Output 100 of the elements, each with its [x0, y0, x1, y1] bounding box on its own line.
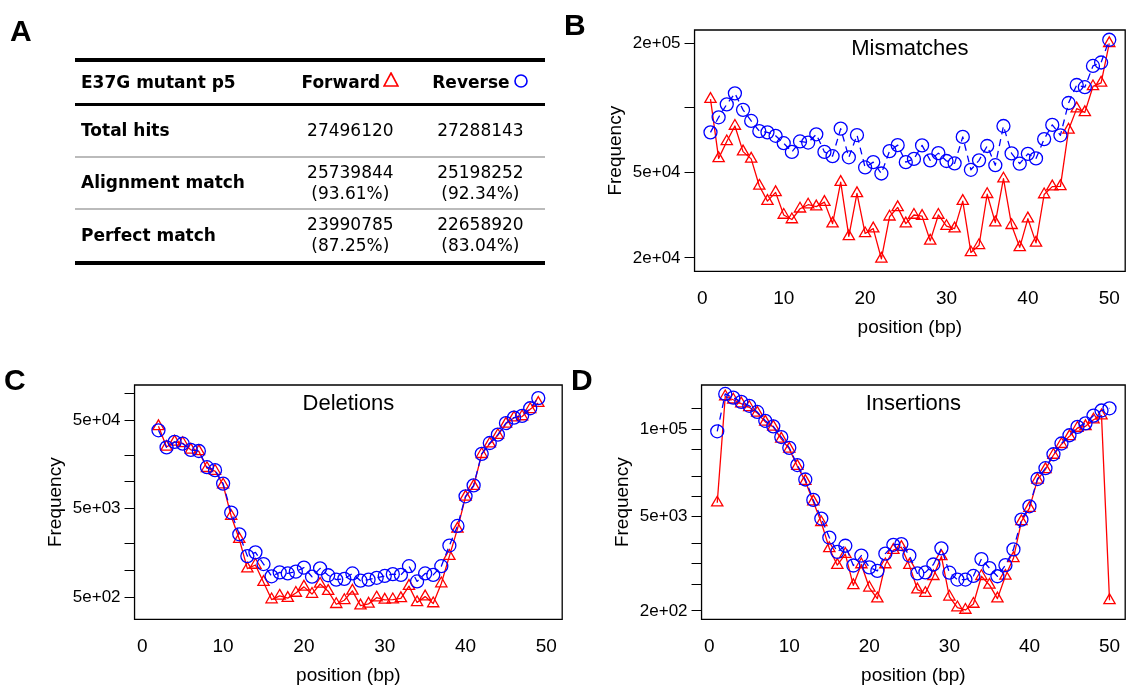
x-tick-label: 10 [212, 635, 234, 657]
point [249, 557, 262, 569]
chart-title: Deletions [302, 390, 395, 416]
point [863, 580, 876, 592]
x-tick-label: 0 [697, 287, 708, 309]
text: A [10, 14, 32, 48]
point [1102, 401, 1117, 416]
y-tick-label: 2e+04 [632, 247, 681, 267]
point [826, 216, 839, 228]
point [997, 171, 1010, 183]
chart-title: Mismatches [851, 35, 969, 61]
point [168, 434, 181, 446]
y-tick-label: 5e+02 [72, 586, 121, 606]
point [870, 563, 885, 579]
point [1093, 55, 1109, 70]
y-tick-label: 1e+05 [639, 418, 688, 438]
point [810, 199, 823, 211]
point [833, 121, 848, 136]
point [915, 209, 929, 221]
point [931, 145, 946, 161]
text: Forward [301, 72, 381, 92]
point [809, 127, 824, 142]
point [934, 541, 949, 556]
point [966, 568, 981, 584]
point [264, 569, 279, 584]
point [1046, 179, 1059, 191]
point [256, 556, 271, 572]
text: Total hits [81, 120, 170, 141]
y-axis-title: Frequency [603, 105, 625, 196]
x-tick-label: 30 [938, 635, 960, 657]
point [793, 201, 807, 213]
point [329, 597, 343, 609]
point [927, 569, 940, 581]
point [241, 561, 254, 573]
point [160, 439, 173, 451]
point [784, 144, 800, 160]
point [1085, 58, 1101, 74]
point [817, 144, 832, 160]
point [289, 585, 303, 597]
point [906, 151, 922, 167]
point [744, 113, 759, 129]
point [769, 185, 782, 197]
point [831, 558, 844, 570]
point [361, 572, 376, 587]
point [903, 558, 916, 570]
text: 23990785 (87.25%) [307, 214, 394, 256]
y-tick-label: 5e+04 [72, 409, 121, 429]
point [959, 602, 972, 614]
point [1012, 156, 1027, 171]
point [776, 136, 791, 151]
point [818, 194, 831, 207]
point [345, 566, 360, 581]
point [744, 151, 758, 163]
point [991, 591, 1004, 603]
point [710, 495, 724, 507]
point [434, 559, 449, 574]
point [1037, 187, 1051, 199]
point [443, 548, 456, 561]
point [1094, 403, 1109, 418]
point [982, 560, 997, 576]
point [159, 440, 174, 455]
point [248, 545, 263, 560]
point [866, 221, 880, 233]
point [273, 588, 286, 600]
point [760, 125, 775, 140]
point [281, 590, 295, 602]
point [919, 586, 932, 598]
point [1086, 79, 1100, 91]
point [386, 592, 400, 604]
x-tick-label: 0 [703, 635, 715, 657]
point [964, 245, 978, 257]
point [736, 144, 750, 156]
point [846, 558, 861, 573]
point [394, 591, 408, 603]
point [401, 559, 417, 574]
text: Perfect match [81, 224, 216, 245]
point [785, 212, 799, 224]
point [951, 600, 964, 612]
x-tick-label: 30 [935, 287, 958, 309]
point [841, 150, 856, 165]
point [879, 557, 892, 569]
point [329, 572, 344, 587]
point [834, 175, 847, 187]
text: B [564, 8, 586, 42]
text: 22658920 (83.04%) [437, 214, 524, 256]
point [980, 138, 995, 154]
point [935, 549, 948, 561]
point [939, 153, 954, 169]
point [370, 590, 383, 602]
x-tick-label: 10 [773, 287, 795, 309]
point [855, 557, 868, 569]
point [974, 551, 989, 567]
point [815, 515, 828, 527]
y-tick-label: 5e+03 [72, 498, 121, 518]
point [923, 233, 937, 245]
point [719, 97, 734, 112]
point [442, 538, 457, 553]
point [385, 567, 400, 582]
point [883, 209, 896, 221]
point [369, 570, 384, 585]
